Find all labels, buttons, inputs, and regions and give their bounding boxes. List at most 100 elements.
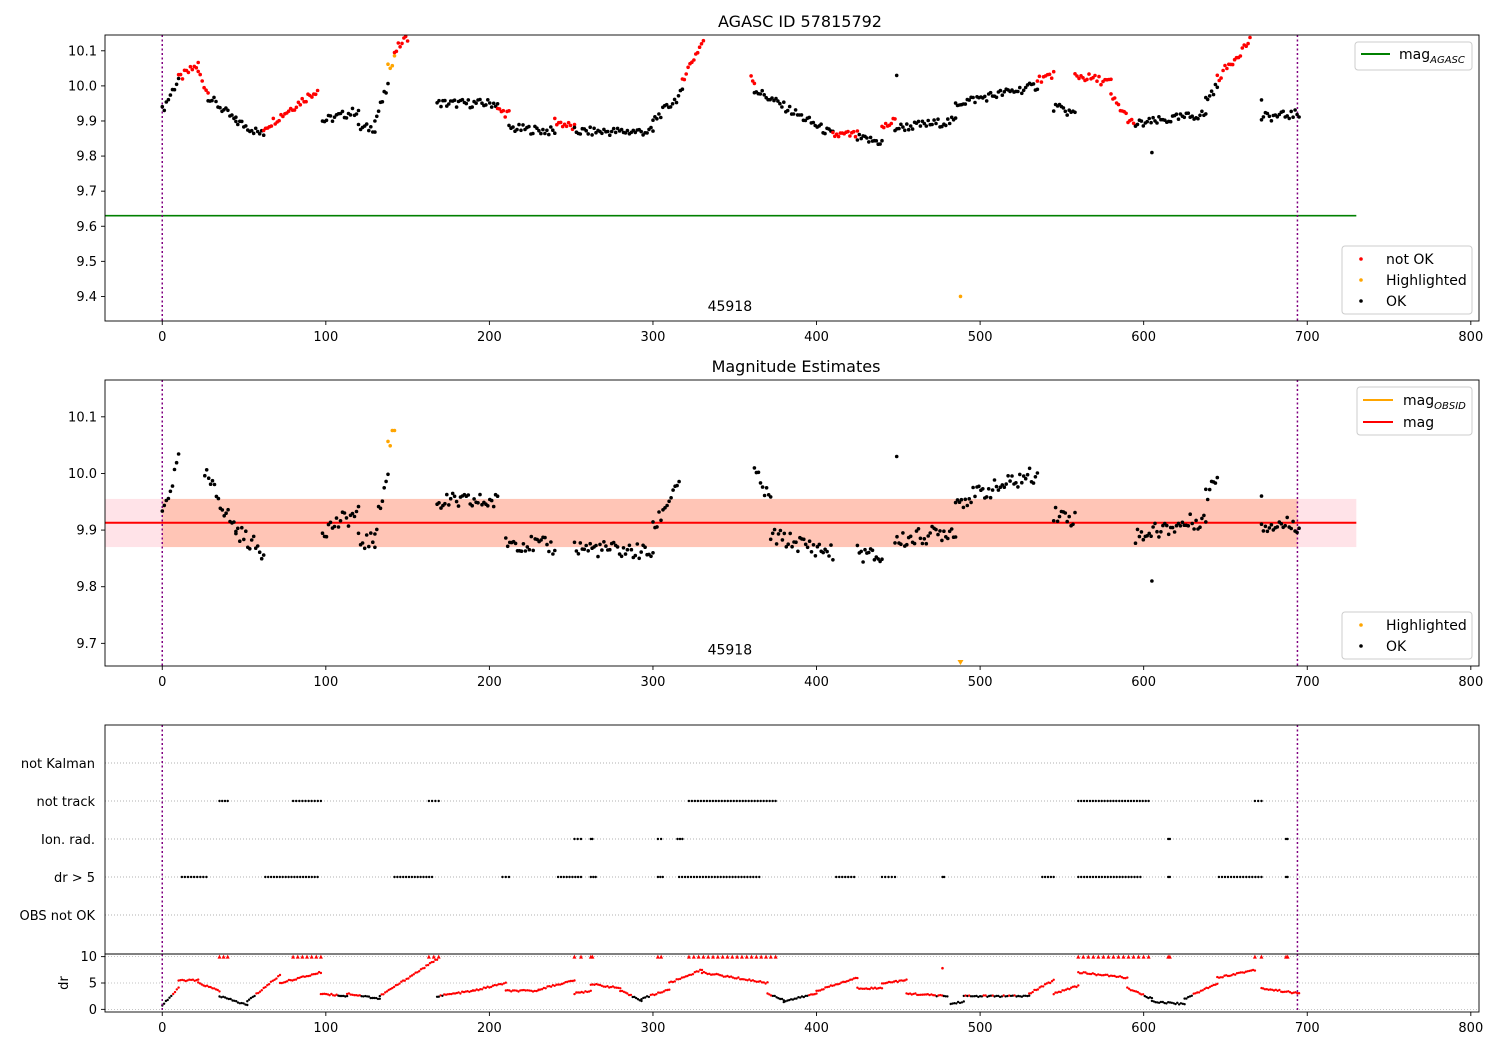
dr-point: [1093, 972, 1096, 976]
dr-point: [575, 991, 578, 994]
flag-row-label: Ion. rad.: [41, 833, 95, 848]
dr-point: [468, 990, 471, 994]
data-point: [944, 123, 948, 128]
dr-point: [508, 989, 511, 992]
dr-point: [392, 985, 396, 989]
data-point: [332, 115, 337, 119]
data-point: [537, 128, 541, 133]
dr-point: [375, 996, 378, 1000]
data-point: [776, 532, 781, 536]
data-point: [240, 119, 244, 124]
flag-point: [1127, 875, 1130, 879]
data-point: [1010, 474, 1014, 478]
dr-point: [373, 996, 376, 1000]
data-point: [1063, 511, 1068, 515]
dr-point: [791, 998, 795, 1001]
dr-point: [1100, 974, 1104, 977]
data-point: [464, 101, 469, 106]
data-point: [257, 132, 262, 136]
flag-point: [402, 875, 405, 879]
data-point: [762, 493, 767, 498]
dr-point: [1008, 994, 1011, 997]
data-point: [259, 556, 264, 561]
flag-point: [313, 799, 316, 803]
dr-point: [951, 1002, 954, 1005]
dr-point: [389, 987, 392, 991]
data-point: [1287, 116, 1291, 121]
data-point: [1200, 109, 1204, 114]
data-point: [880, 557, 884, 561]
dr-cap-marker: [711, 954, 716, 959]
dr-point: [251, 995, 254, 999]
data-point: [994, 95, 999, 100]
x-tick-label: 400: [804, 330, 829, 345]
data-point: [484, 103, 488, 107]
data-point: [568, 123, 573, 128]
dr-point: [880, 982, 884, 985]
dr-point: [647, 995, 651, 999]
dr-point: [619, 987, 622, 990]
dr-point: [231, 999, 234, 1002]
dr-point: [978, 995, 982, 998]
dr-point: [430, 961, 433, 964]
dr-point: [1022, 994, 1025, 997]
legend-label-sub: OBSID: [1434, 401, 1466, 412]
dr-point: [340, 994, 344, 998]
data-point: [946, 536, 950, 541]
data-point: [523, 549, 528, 553]
agasc-line-legend: magAGASC: [1354, 41, 1473, 71]
dr-point: [968, 994, 971, 997]
dr-point: [349, 993, 352, 996]
dr-point: [1157, 1001, 1161, 1004]
data-point: [564, 124, 569, 129]
data-point: [230, 113, 234, 117]
dr-point: [1028, 992, 1031, 995]
dr-point: [657, 991, 660, 994]
dr-point: [188, 978, 191, 981]
data-point: [613, 130, 618, 135]
data-point: [545, 128, 549, 133]
flag-point: [1097, 875, 1101, 879]
data-point: [168, 93, 173, 97]
dr-point: [1208, 985, 1212, 988]
data-point: [635, 542, 640, 546]
flag-point: [428, 875, 431, 879]
data-point: [768, 495, 773, 499]
flag-point: [301, 875, 305, 879]
data-point: [600, 131, 604, 136]
data-point: [386, 472, 390, 477]
flag-row-label: OBS not OK: [20, 909, 96, 924]
data-point: [1289, 526, 1293, 531]
flag-point: [762, 799, 765, 803]
data-point: [794, 540, 798, 544]
dr-point: [205, 984, 209, 987]
data-point: [1135, 527, 1140, 532]
flag-point: [732, 799, 735, 803]
data-point: [517, 122, 521, 127]
data-point: [946, 117, 950, 121]
data-point: [880, 138, 884, 143]
dr-point: [903, 979, 906, 982]
dr-cap-marker: [1106, 954, 1111, 959]
data-point: [608, 133, 612, 137]
data-point: [774, 96, 778, 101]
data-point: [855, 138, 860, 142]
data-point: [439, 104, 443, 109]
data-point: [674, 100, 679, 105]
dr-point: [211, 987, 214, 990]
data-point: [1004, 482, 1008, 486]
data-point: [996, 488, 1001, 492]
dr-point: [856, 986, 859, 989]
flag-point: [290, 875, 293, 879]
dr-point: [1049, 981, 1052, 985]
data-point: [384, 91, 388, 95]
data-point: [963, 102, 968, 106]
dr-point: [1225, 974, 1228, 977]
dr-point: [809, 993, 813, 996]
dr-point: [216, 988, 219, 992]
data-point: [328, 114, 333, 118]
dr-point: [842, 980, 845, 983]
data-point: [878, 142, 882, 146]
flag-point: [591, 837, 594, 841]
dr-point: [739, 978, 742, 981]
